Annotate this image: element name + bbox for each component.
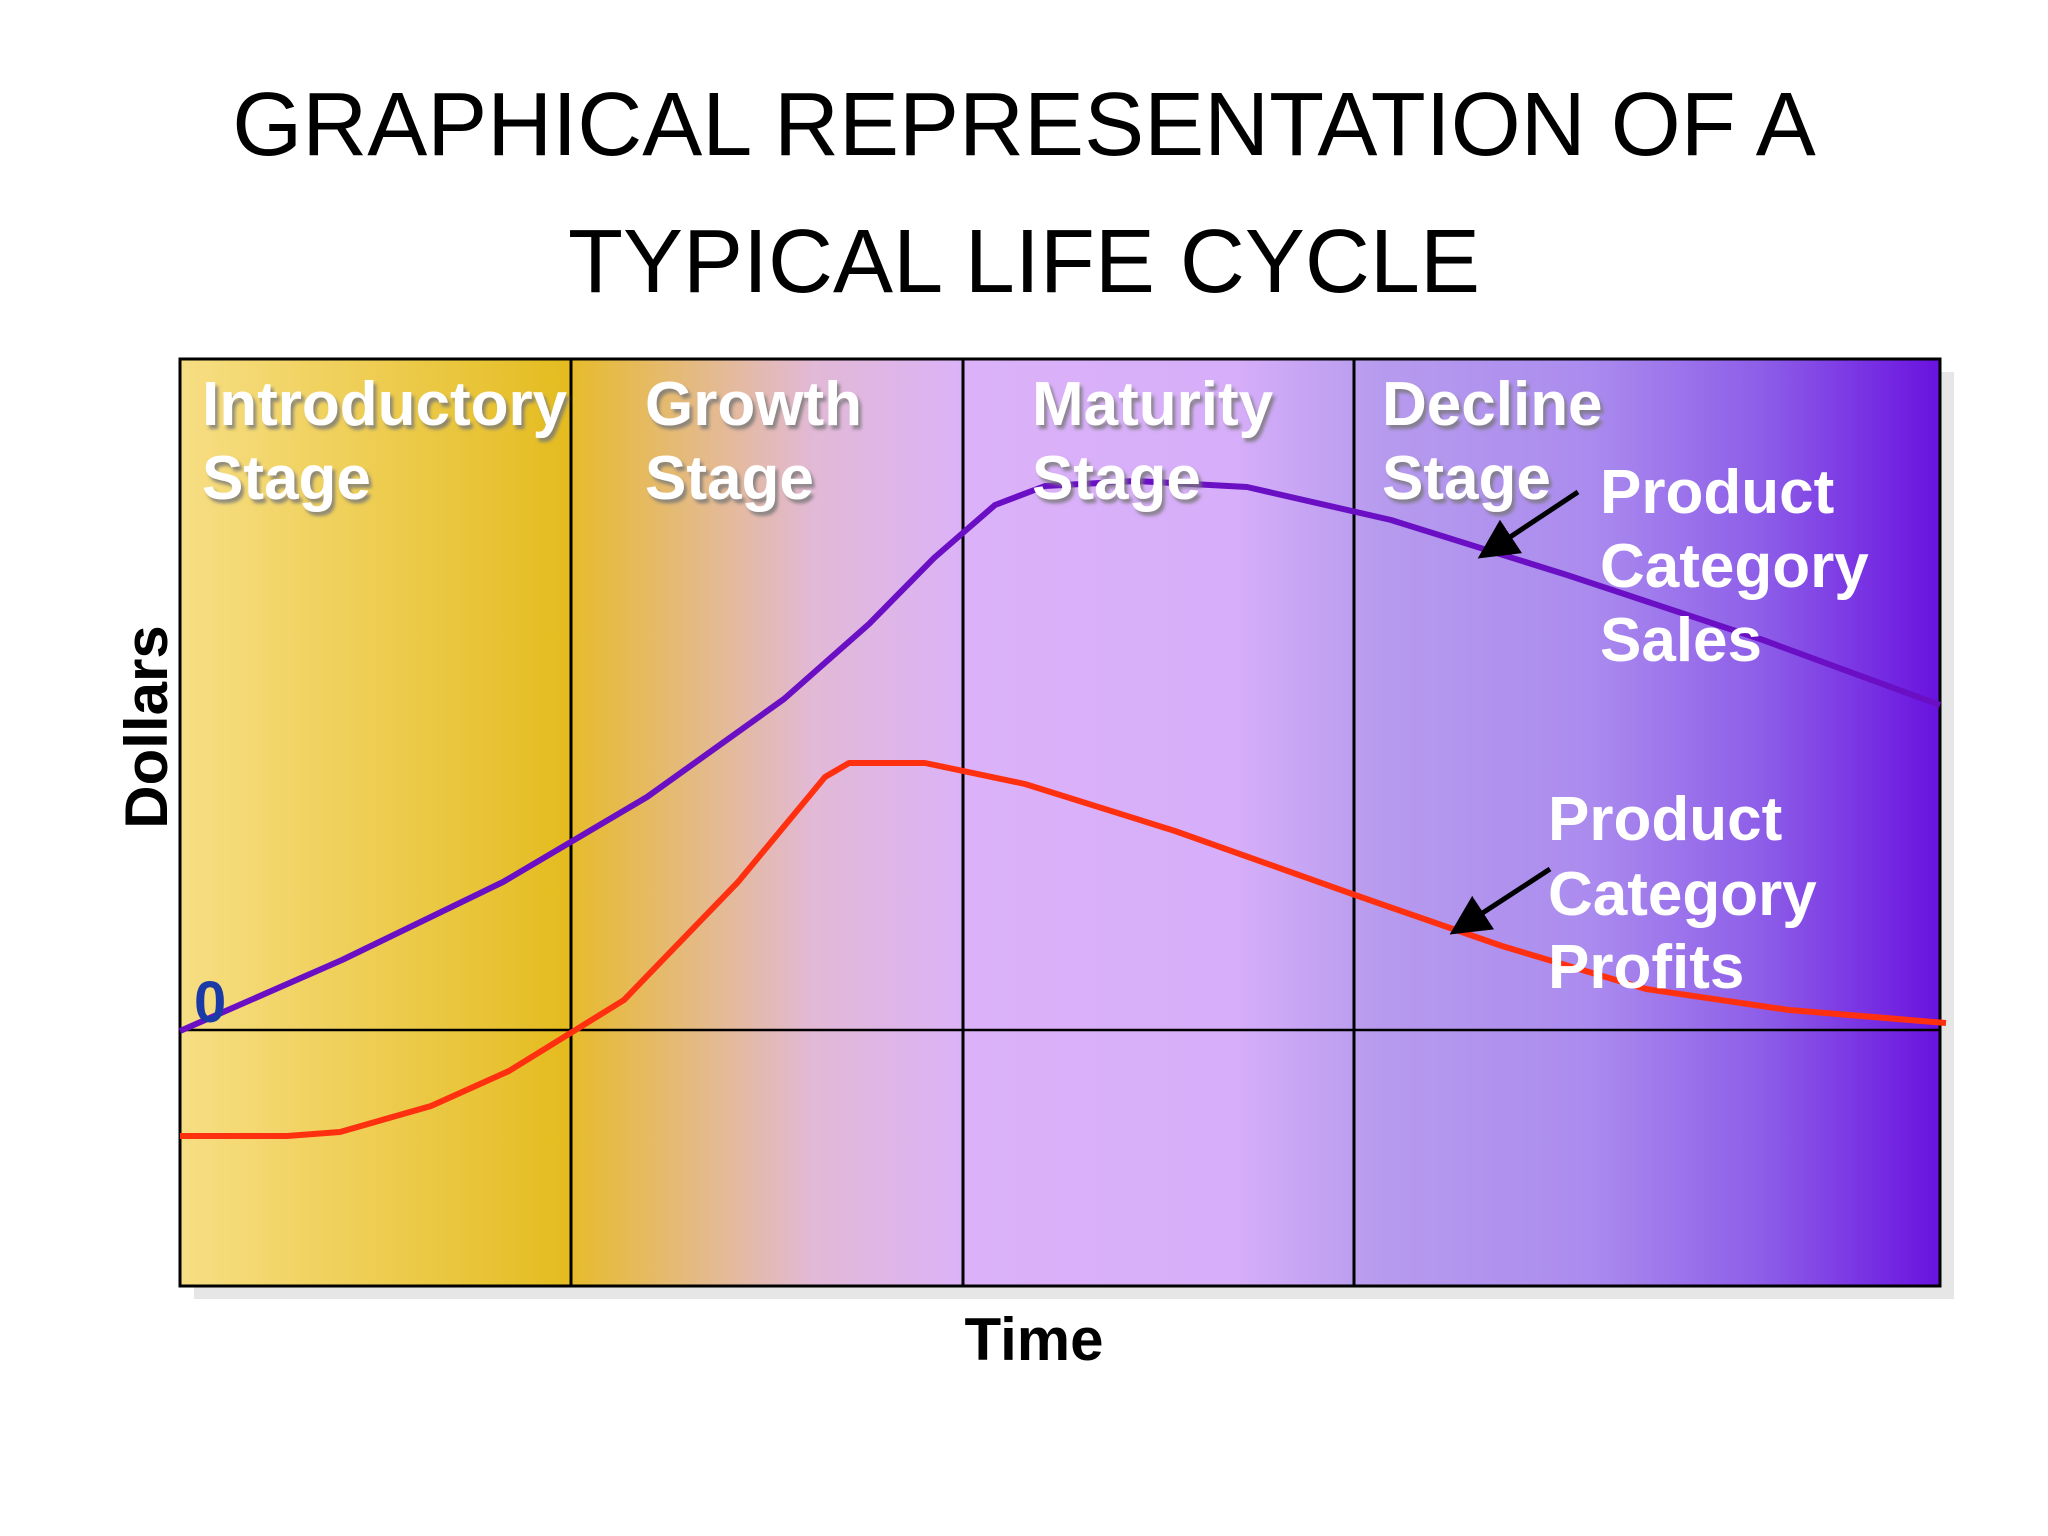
stage-label: Stage (1032, 444, 1201, 513)
curve-label: Profits (1548, 933, 1744, 1002)
profits-curve (180, 760, 1947, 1139)
chart-area (178, 357, 1942, 1288)
stage-label: Maturity (1032, 370, 1274, 439)
title-line: GRAPHICAL REPRESENTATION OF A (232, 75, 1816, 175)
stage-labels: Introductory Stage Growth Stage Maturity… (202, 370, 1603, 513)
title-line: TYPICAL LIFE CYCLE (568, 212, 1480, 312)
stage-label: Stage (1382, 444, 1551, 513)
x-axis-label: Time (965, 1306, 1104, 1373)
y-axis-label: Dollars (113, 625, 180, 828)
curve-label: Product (1600, 458, 1834, 527)
curve-label: Product (1548, 785, 1782, 854)
stage-label: Stage (202, 444, 371, 513)
stage-label: Growth (645, 370, 862, 439)
origin-label: 0 (194, 970, 226, 1035)
curve-label: Sales (1600, 606, 1762, 675)
curve-label: Category (1600, 532, 1869, 601)
curve-label: Category (1548, 860, 1817, 929)
stage-label: Introductory (202, 370, 568, 439)
curve-labels: Product Category Sales Product Category … (1548, 458, 1869, 1002)
arrow (1477, 489, 1580, 559)
arrow (1449, 866, 1552, 935)
stage-label: Stage (645, 444, 814, 513)
stage-label: Decline (1382, 370, 1603, 439)
